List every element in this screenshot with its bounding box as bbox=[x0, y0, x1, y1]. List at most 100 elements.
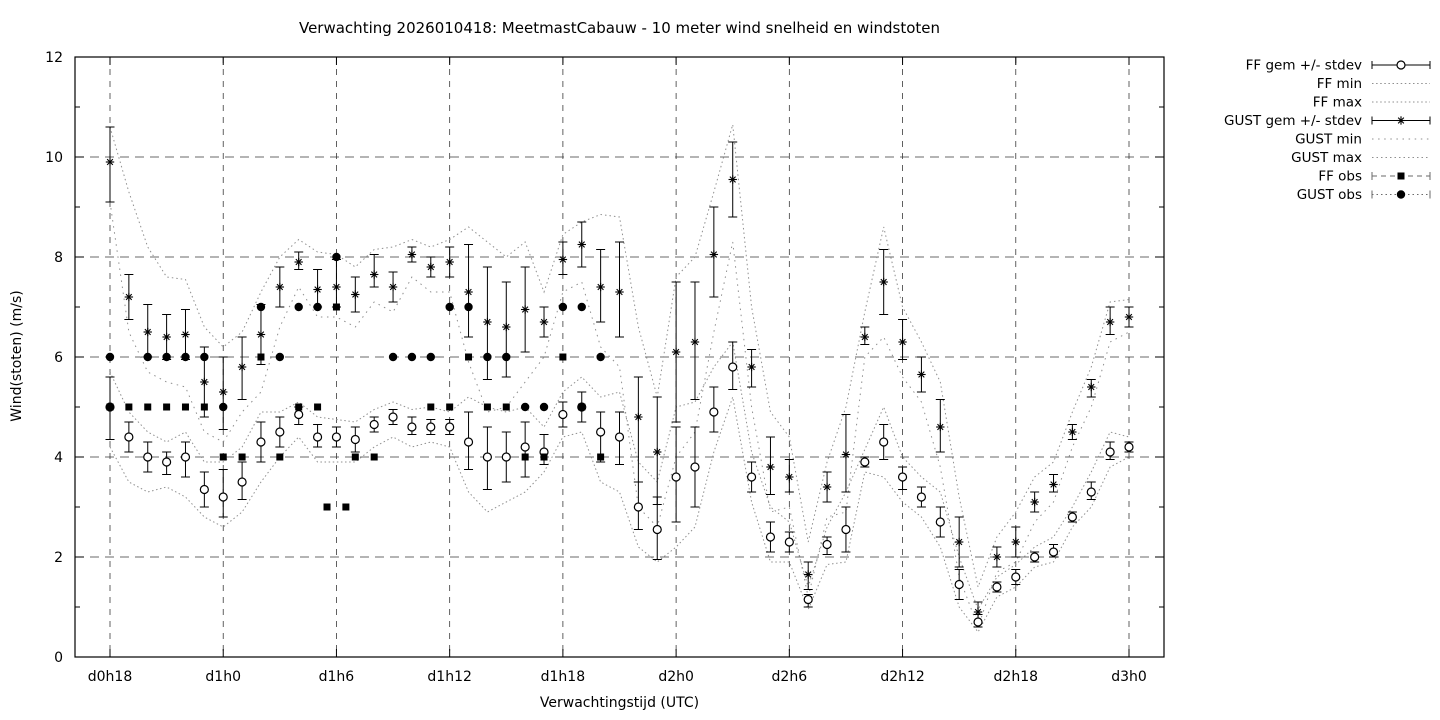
ff-mean-circle-marker bbox=[124, 432, 134, 442]
x-tick-label: d2h12 bbox=[880, 669, 924, 685]
ff-obs-square-marker bbox=[163, 403, 171, 411]
gust-mean-asterisk-marker bbox=[219, 387, 228, 397]
gust-mean-asterisk-marker bbox=[841, 450, 851, 459]
ff-obs-square-marker bbox=[465, 353, 473, 361]
gust-obs-circle-marker bbox=[445, 302, 454, 312]
ff-mean-circle-marker bbox=[275, 427, 285, 437]
ff-mean-circle-marker bbox=[746, 472, 757, 482]
ff-mean-circle-marker bbox=[803, 594, 813, 605]
x-axis-label: Verwachtingstijd (UTC) bbox=[539, 695, 700, 711]
x-tick-label: d2h0 bbox=[658, 669, 694, 685]
gust-mean-asterisk-marker bbox=[653, 447, 662, 457]
ff-mean-circle-marker bbox=[501, 452, 511, 462]
ff-mean-circle-marker bbox=[784, 537, 794, 547]
gust-mean-asterisk-marker bbox=[1105, 317, 1115, 327]
x-tick-label: d2h18 bbox=[994, 669, 1038, 685]
ff-mean-circle-marker bbox=[596, 427, 606, 437]
ff-obs-square-marker bbox=[314, 403, 322, 411]
gust-obs-circle-marker bbox=[143, 352, 152, 362]
ff-mean-circle-marker bbox=[445, 422, 455, 432]
ff-obs-square-marker bbox=[332, 303, 340, 311]
gust-mean-asterisk-marker bbox=[804, 570, 813, 579]
gust-mean-asterisk-marker bbox=[936, 422, 945, 432]
gust-mean-asterisk-marker bbox=[596, 282, 605, 292]
gust-mean-asterisk-marker bbox=[1011, 537, 1020, 547]
gust-mean-asterisk-marker bbox=[558, 255, 568, 264]
ff-mean-circle-marker bbox=[407, 422, 417, 432]
ff-obs-square-marker bbox=[323, 503, 331, 511]
ff-obs-square-marker bbox=[446, 403, 454, 411]
gust-mean-asterisk-marker bbox=[1396, 116, 1406, 125]
gust-mean-asterisk-marker bbox=[954, 537, 964, 547]
ff-obs-square-marker bbox=[540, 453, 548, 461]
gust-obs-circle-marker bbox=[426, 352, 435, 362]
ff-mean-circle-marker bbox=[520, 442, 530, 452]
ff-mean-circle-marker bbox=[1030, 552, 1040, 562]
gust-obs-circle-marker bbox=[596, 352, 605, 362]
ff-mean-circle-marker bbox=[916, 492, 927, 502]
legend-label-gust-min: GUST min bbox=[1295, 132, 1362, 148]
gust-mean-asterisk-marker bbox=[502, 322, 511, 332]
ff-mean-circle-marker bbox=[482, 452, 493, 462]
gust-mean-asterisk-marker bbox=[709, 250, 719, 259]
ff-obs-square-marker bbox=[427, 403, 435, 411]
ff-min-line bbox=[109, 395, 1130, 633]
ff-mean-circle-marker bbox=[1067, 512, 1077, 522]
ff-mean-circle-marker bbox=[237, 477, 247, 487]
gust-obs-circle-marker bbox=[294, 302, 303, 312]
gust-mean-asterisk-marker bbox=[388, 282, 398, 292]
ff-obs-square-marker bbox=[370, 453, 378, 461]
ff-obs-square-marker bbox=[125, 403, 133, 411]
gust-mean-asterisk-marker bbox=[237, 362, 247, 372]
gust-mean-asterisk-marker bbox=[124, 292, 134, 302]
legend-label-ff-min: FF min bbox=[1317, 76, 1362, 92]
ff-mean-circle-marker bbox=[256, 437, 266, 447]
gust-mean-asterisk-marker bbox=[747, 362, 756, 372]
y-tick-label: 2 bbox=[54, 550, 63, 566]
gust-obs-circle-marker bbox=[162, 352, 171, 362]
ff-obs-square-marker bbox=[597, 453, 605, 461]
ff-obs-square-marker bbox=[578, 403, 586, 411]
ff-mean-circle-marker bbox=[728, 362, 738, 372]
gust-mean-asterisk-marker bbox=[200, 377, 209, 387]
chart-title: Verwachting 2026010418: MeetmastCabauw -… bbox=[298, 19, 941, 37]
gust-mean-asterisk-marker bbox=[615, 287, 624, 297]
gust-obs-circle-marker bbox=[275, 352, 285, 362]
y-tick-label: 0 bbox=[54, 650, 63, 666]
gust-mean-asterisk-marker bbox=[766, 462, 775, 472]
gust-obs-circle-marker bbox=[577, 302, 586, 312]
ff-mean-circle-marker bbox=[180, 452, 191, 462]
gust-obs-circle-marker bbox=[539, 402, 549, 412]
ff-mean-circle-marker bbox=[690, 462, 700, 472]
ff-obs-square-marker bbox=[106, 403, 114, 411]
gust-mean-asterisk-marker bbox=[256, 330, 266, 339]
ff-obs-square-marker bbox=[351, 453, 359, 461]
ff-mean-circle-marker bbox=[331, 432, 342, 442]
ff-obs-square-marker bbox=[559, 353, 567, 361]
gust-mean-asterisk-marker bbox=[728, 175, 737, 184]
gust-mean-asterisk-marker bbox=[1030, 497, 1039, 507]
gust-mean-asterisk-marker bbox=[1049, 480, 1058, 489]
gust-mean-asterisk-marker bbox=[577, 240, 586, 249]
ff-mean-circle-marker bbox=[426, 422, 436, 432]
gust-mean-asterisk-marker bbox=[898, 337, 907, 347]
gust-obs-circle-marker bbox=[200, 352, 209, 362]
ff-mean-circle-marker bbox=[1124, 442, 1134, 452]
gust-mean-asterisk-marker bbox=[105, 157, 115, 167]
gust-obs-circle-marker bbox=[105, 352, 115, 362]
gust-obs-circle-marker bbox=[181, 352, 190, 362]
ff-mean-circle-marker bbox=[350, 434, 360, 445]
x-tick-label: d3h0 bbox=[1111, 669, 1147, 685]
ff-obs-square-marker bbox=[257, 353, 265, 361]
x-tick-label: d1h12 bbox=[427, 669, 471, 685]
ff-mean-circle-marker bbox=[558, 409, 568, 420]
gust-mean-asterisk-marker bbox=[275, 282, 285, 292]
gust-mean-asterisk-marker bbox=[313, 285, 322, 294]
gust-mean-asterisk-marker bbox=[539, 317, 549, 327]
gust-mean-asterisk-marker bbox=[351, 290, 360, 299]
legend-label-ff-obs: FF obs bbox=[1318, 169, 1362, 185]
ff-obs-square-marker bbox=[342, 503, 350, 511]
ff-mean-circle-marker bbox=[954, 579, 964, 590]
ff-mean-circle-marker bbox=[822, 539, 832, 550]
ff-mean-circle-marker bbox=[765, 532, 776, 542]
